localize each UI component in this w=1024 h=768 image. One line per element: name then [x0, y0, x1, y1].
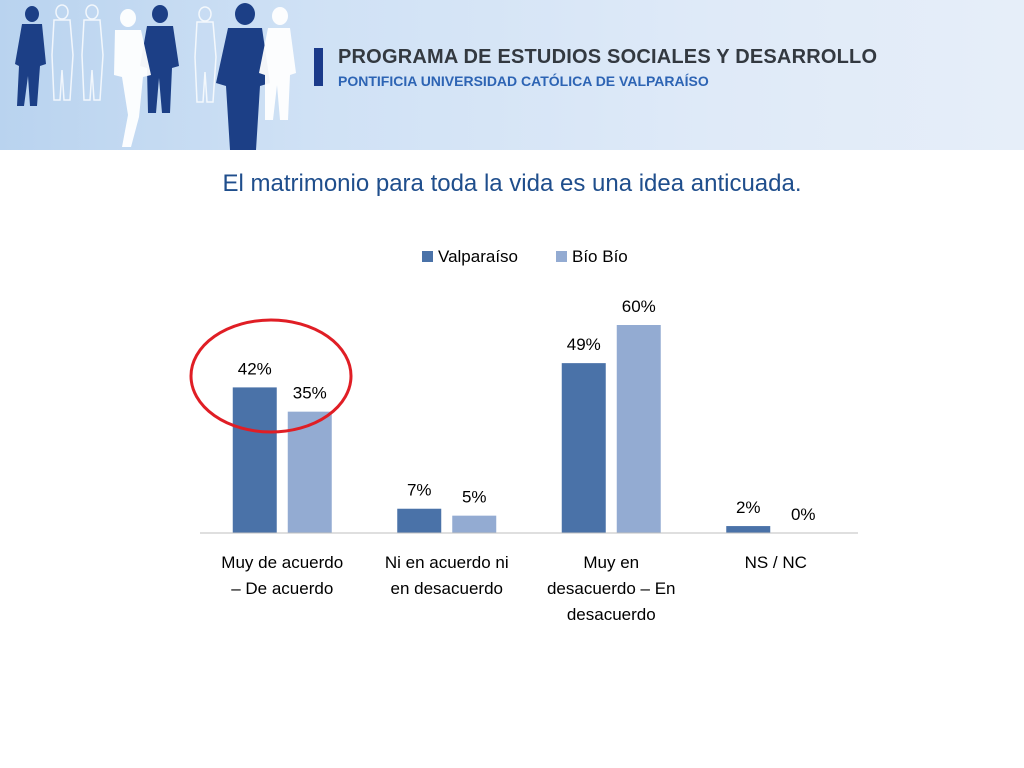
x-label-0: Muy de acuerdo – De acuerdo — [221, 553, 343, 598]
people-silhouettes-icon — [15, 3, 296, 150]
bars — [232, 325, 771, 533]
legend-swatch-0 — [422, 251, 433, 262]
data-label-1-0: 7% — [407, 481, 432, 500]
bar-1-0 — [397, 508, 442, 533]
legend-label-1: Bío Bío — [572, 247, 628, 266]
data-label-1-1: 5% — [462, 488, 487, 507]
bar-0-1 — [287, 411, 332, 533]
legend-label-0: Valparaíso — [438, 247, 518, 266]
bar-2-0 — [561, 363, 606, 533]
bar-3-0 — [726, 526, 771, 533]
chart-title: El matrimonio para toda la vida es una i… — [222, 170, 802, 197]
data-label-2-1: 60% — [622, 297, 656, 316]
x-label-2: Muy en desacuerdo – En desacuerdo — [547, 553, 676, 624]
header-accent-bar — [314, 48, 323, 86]
data-label-2-0: 49% — [567, 335, 601, 354]
legend: Valparaíso Bío Bío — [422, 247, 628, 266]
data-label-0-0: 42% — [238, 359, 272, 378]
bar-1-1 — [452, 515, 497, 533]
x-axis-labels: Muy de acuerdo – De acuerdo Ni en acuerdo … — [221, 553, 807, 624]
header-banner: PROGRAMA DE ESTUDIOS SOCIALES Y DESARROL… — [0, 0, 1024, 150]
data-labels: 42% 35% 7% 5% 49% 60% 2% 0% — [238, 297, 816, 524]
x-label-3: NS / NC — [745, 553, 807, 572]
header-title: PROGRAMA DE ESTUDIOS SOCIALES Y DESARROL… — [338, 46, 878, 68]
x-label-1: Ni en acuerdo ni en desacuerdo — [385, 553, 509, 598]
bar-0-0 — [232, 387, 277, 533]
data-label-0-1: 35% — [293, 384, 327, 403]
header-subtitle: PONTIFICIA UNIVERSIDAD CATÓLICA DE VALPA… — [338, 73, 709, 89]
data-label-3-0: 2% — [736, 498, 761, 517]
data-label-3-1: 0% — [791, 505, 816, 524]
bar-2-1 — [616, 325, 661, 533]
highlight-circle — [189, 318, 353, 434]
legend-swatch-1 — [556, 251, 567, 262]
